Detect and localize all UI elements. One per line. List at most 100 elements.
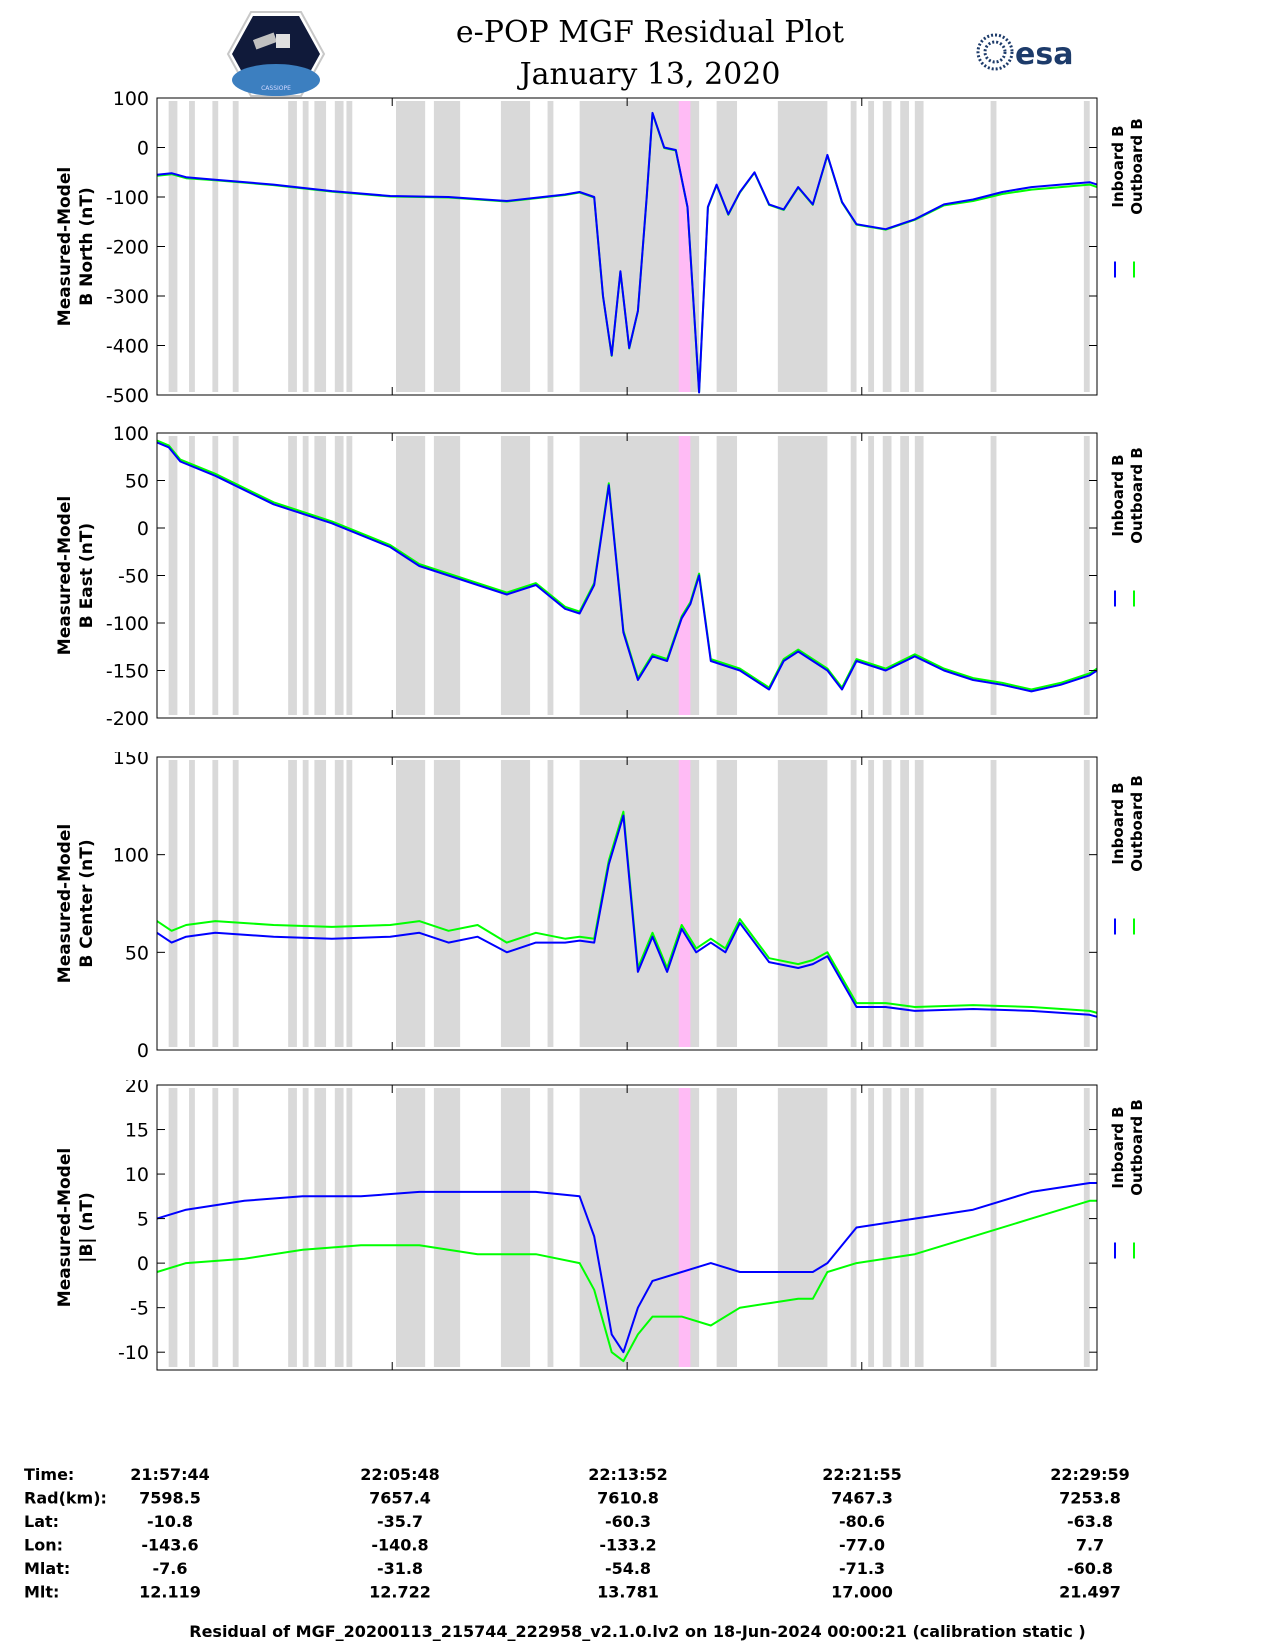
shaded-interval (716, 101, 738, 392)
y-tick-label: -400 (106, 336, 149, 358)
y-tick-label: -100 (106, 613, 149, 635)
highlight-interval (678, 1088, 691, 1367)
shaded-interval (433, 101, 461, 392)
footer-cell: 12.722 (369, 1583, 431, 1602)
shaded-interval (716, 436, 738, 715)
panel-b-north: 100 0 -100 -200 -300 -400 -500 Measured-Model B … (55, 90, 1146, 407)
shaded-interval (168, 760, 178, 1047)
footer-cell: 12.119 (139, 1583, 201, 1602)
footer-row-label: Mlt: (24, 1583, 59, 1602)
shaded-interval (868, 436, 875, 715)
shaded-interval (232, 101, 239, 392)
y-axis-label: Measured-Model |B| (nT) (55, 1148, 97, 1307)
legend-label-outboard: Outboard B (1128, 447, 1146, 544)
shaded-interval (914, 1088, 924, 1367)
y-axis-label-line2: B North (nT) (77, 187, 97, 306)
y-tick-label: 100 (113, 90, 149, 110)
y-tick-label: 100 (113, 425, 149, 445)
shaded-interval (334, 436, 344, 715)
footer-cell: 13.781 (597, 1583, 659, 1602)
y-tick-label: -50 (118, 566, 149, 588)
shaded-interval (302, 436, 309, 715)
shaded-interval (302, 760, 309, 1047)
series-line-inboard (156, 1182, 1097, 1354)
y-axis-label-line1: Measured-Model (55, 824, 75, 983)
shaded-interval (547, 1088, 554, 1367)
footer-row-label: Mlat: (24, 1559, 70, 1578)
legend-labels: Inboard BOutboard B (1109, 1099, 1146, 1196)
shaded-interval (302, 101, 309, 392)
shaded-interval (882, 101, 892, 392)
y-axis-label: Measured-Model B East (nT) (55, 496, 97, 655)
series-line-outboard (156, 1199, 1097, 1363)
shaded-interval (334, 101, 344, 392)
shaded-interval (850, 1088, 857, 1367)
highlight-interval (678, 760, 691, 1047)
footer-cell: 21.497 (1059, 1583, 1121, 1602)
shaded-interval (850, 436, 857, 715)
shaded-interval (716, 760, 738, 1047)
shaded-interval (189, 1088, 195, 1367)
shaded-interval (212, 760, 219, 1047)
shaded-interval (990, 436, 997, 715)
y-tick-label: 100 (113, 845, 149, 867)
shaded-interval (346, 436, 353, 715)
shaded-interval (314, 760, 327, 1047)
shaded-interval (288, 436, 297, 715)
shaded-interval (914, 760, 924, 1047)
shaded-interval (212, 1088, 219, 1367)
shaded-interval (850, 101, 857, 392)
series-line-inboard (156, 111, 1098, 394)
y-tick-label: 0 (137, 518, 149, 540)
shaded-interval (990, 760, 997, 1047)
shaded-interval (189, 101, 195, 392)
orbit-info-table: Time: 21:57:44 22:05:48 22:13:52 22:21:55 22:… (24, 1465, 1130, 1602)
footer-cell: -143.6 (141, 1536, 198, 1555)
shaded-interval (1083, 1088, 1090, 1367)
footer-cell: 22:21:55 (822, 1465, 902, 1484)
shaded-interval (212, 101, 219, 392)
legend-label-outboard: Outboard B (1128, 1099, 1146, 1196)
shaded-interval (168, 436, 178, 715)
shaded-interval (334, 760, 344, 1047)
shaded-interval (1083, 760, 1090, 1047)
shaded-interval (314, 436, 327, 715)
shaded-interval (716, 1088, 738, 1367)
shaded-interval (189, 436, 195, 715)
shaded-interval (314, 1088, 327, 1367)
footer-cell: 22:29:59 (1050, 1465, 1130, 1484)
shaded-interval (302, 1088, 309, 1367)
y-axis-label: Measured-Model B North (nT) (55, 167, 97, 326)
shaded-interval (777, 1088, 828, 1367)
footer-cell: -7.6 (153, 1559, 188, 1578)
panel-b-magnitude: 20 15 10 5 0 -5 -10 Measured-Model |B| (nT) Inboa… (55, 1080, 1146, 1371)
shaded-interval (346, 101, 353, 392)
legend-labels: Inboard BOutboard B (1109, 447, 1146, 544)
shaded-interval (168, 101, 178, 392)
shaded-interval (396, 101, 426, 392)
y-tick-label: 20 (125, 1080, 149, 1097)
shaded-interval (777, 436, 828, 715)
shaded-interval (288, 101, 297, 392)
shaded-interval (500, 760, 531, 1047)
y-tick-label: 5 (137, 1209, 149, 1231)
plot-title: e-POP MGF Residual Plot (455, 15, 845, 50)
footer-cell: -71.3 (839, 1559, 885, 1578)
legend-label-outboard: Outboard B (1128, 775, 1146, 872)
panel-b-east: 100 50 0 -50 -100 -150 -200 Measured-Model B Eas… (55, 425, 1146, 730)
shaded-interval (232, 1088, 239, 1367)
footer-cell: 7253.8 (1059, 1489, 1121, 1508)
footer-cell: -60.3 (605, 1512, 651, 1531)
y-tick-label: 50 (125, 471, 149, 493)
y-axis-label-line2: B East (nT) (77, 523, 97, 628)
cassiope-logo-text: CASSIOPE (261, 85, 291, 92)
shaded-interval (396, 760, 426, 1047)
shaded-interval (334, 1088, 344, 1367)
y-axis-label-line1: Measured-Model (55, 496, 75, 655)
y-axis-label: Measured-Model B Center (nT) (55, 824, 97, 983)
footer-cell: -10.8 (147, 1512, 193, 1531)
y-tick-label: 15 (125, 1120, 149, 1142)
footer-cell: 7.7 (1076, 1536, 1104, 1555)
legend-label-inboard: Inboard B (1109, 125, 1127, 207)
shaded-interval (396, 436, 426, 715)
